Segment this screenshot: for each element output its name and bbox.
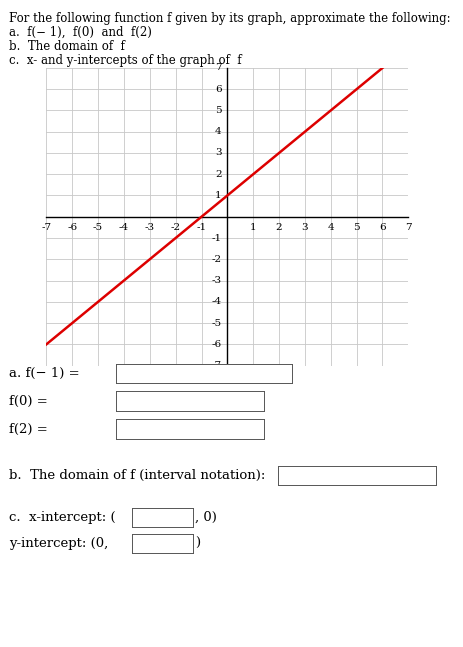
Text: f(2) =: f(2) = <box>9 422 48 435</box>
Text: 4: 4 <box>214 127 221 137</box>
Text: b.  The domain of  f: b. The domain of f <box>9 40 125 53</box>
Text: 2: 2 <box>275 223 282 232</box>
Text: -1: -1 <box>196 223 206 232</box>
Text: -7: -7 <box>211 361 221 370</box>
Text: -7: -7 <box>41 223 51 232</box>
Text: c.  x-intercept: (: c. x-intercept: ( <box>9 511 116 524</box>
Text: -2: -2 <box>211 255 221 264</box>
Text: 5: 5 <box>352 223 359 232</box>
Text: 1: 1 <box>214 191 221 200</box>
Text: -4: -4 <box>119 223 129 232</box>
Text: -3: -3 <box>144 223 155 232</box>
Text: 1: 1 <box>250 223 256 232</box>
Text: 5: 5 <box>214 106 221 115</box>
Text: a. f(− 1) =: a. f(− 1) = <box>9 367 80 380</box>
Text: 3: 3 <box>301 223 307 232</box>
Text: 6: 6 <box>378 223 385 232</box>
Text: -5: -5 <box>211 318 221 327</box>
Text: ): ) <box>194 537 200 550</box>
Text: b.  The domain of f (interval notation):: b. The domain of f (interval notation): <box>9 469 265 482</box>
Text: c.  x- and y-intercepts of the graph of  f: c. x- and y-intercepts of the graph of f <box>9 54 241 67</box>
Text: -6: -6 <box>211 340 221 349</box>
Text: f(0) =: f(0) = <box>9 395 48 408</box>
Text: -5: -5 <box>93 223 103 232</box>
Text: For the following function f given by its graph, approximate the following:: For the following function f given by it… <box>9 12 450 25</box>
Text: 7: 7 <box>404 223 411 232</box>
Text: 3: 3 <box>214 148 221 157</box>
Text: y-intercept: (0,: y-intercept: (0, <box>9 537 108 550</box>
Text: 2: 2 <box>214 170 221 179</box>
Text: 6: 6 <box>214 85 221 94</box>
Text: 7: 7 <box>214 63 221 72</box>
Text: 4: 4 <box>327 223 333 232</box>
Text: -1: -1 <box>211 234 221 243</box>
Text: -3: -3 <box>211 276 221 285</box>
Text: -4: -4 <box>211 297 221 306</box>
Text: a.  f(− 1),  f(0)  and  f(2): a. f(− 1), f(0) and f(2) <box>9 26 152 39</box>
Text: , 0): , 0) <box>194 511 216 524</box>
Text: -6: -6 <box>67 223 77 232</box>
Text: -2: -2 <box>170 223 180 232</box>
